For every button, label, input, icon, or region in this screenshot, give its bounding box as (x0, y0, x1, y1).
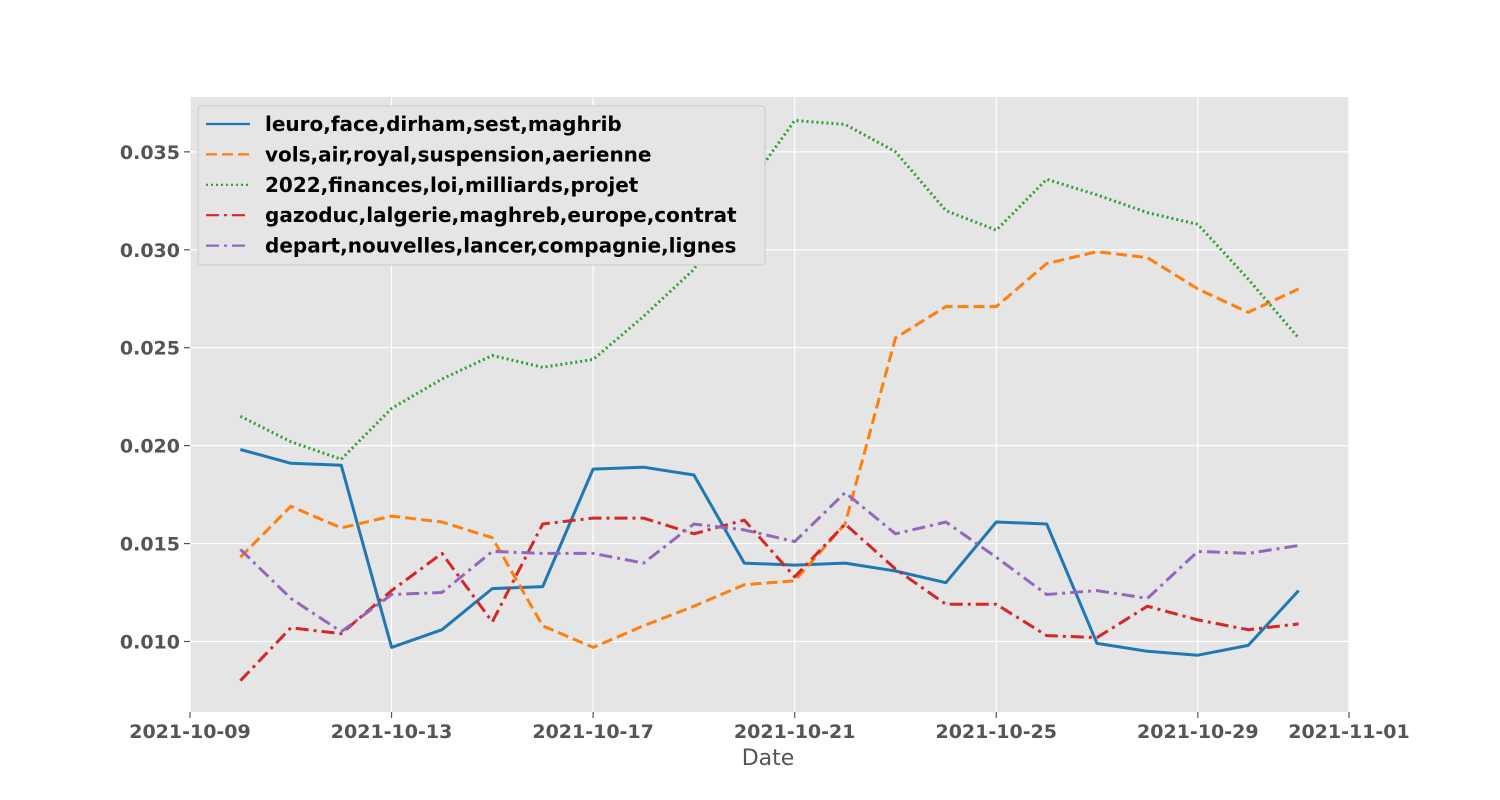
series-line-1 (240, 448, 1300, 657)
x-tick-label: 2021-10-25 (935, 721, 1057, 743)
y-tick-label: 0.010 (120, 631, 180, 653)
x-tick-label: 2021-10-17 (532, 721, 654, 743)
legend-label: 2022,finances,loi,milliards,projet (265, 173, 639, 197)
y-tick-label: 0.030 (120, 240, 180, 262)
y-tick-label: 0.035 (120, 142, 180, 164)
series-line-2 (239, 250, 1300, 649)
x-tick-label: 2021-10-21 (734, 721, 856, 743)
x-tick-label: 2021-10-09 (129, 721, 251, 743)
y-tick-label: 0.025 (120, 338, 180, 360)
legend-label: leuro,face,dirham,sest,maghrib (265, 112, 622, 136)
series-line-4 (239, 516, 1299, 682)
legend-label: vols,air,royal,suspension,aerienne (265, 142, 651, 166)
y-tick-label: 0.020 (120, 436, 180, 458)
y-tick-label: 0.015 (120, 534, 180, 556)
legend-box (197, 105, 766, 266)
x-tick-label: 2021-10-13 (331, 721, 453, 743)
legend-label: gazoduc,lalgerie,maghreb,europe,contrat (265, 203, 737, 227)
x-tick-label: 2021-10-29 (1137, 721, 1259, 743)
series-line-5 (239, 491, 1299, 634)
legend-label: depart,nouvelles,lancer,compagnie,lignes (265, 234, 736, 258)
series-lines (239, 119, 1300, 682)
legend: leuro,face,dirham,sest,maghrib vols,air,r… (197, 105, 766, 266)
axis-ticks: 2021-10-09 2021-10-13 2021-10-17 2021-10-21… (120, 142, 1410, 743)
series-line-3 (239, 119, 1300, 461)
x-axis-label: Date (742, 746, 795, 771)
x-tick-label: 2021-11-01 (1288, 721, 1410, 743)
